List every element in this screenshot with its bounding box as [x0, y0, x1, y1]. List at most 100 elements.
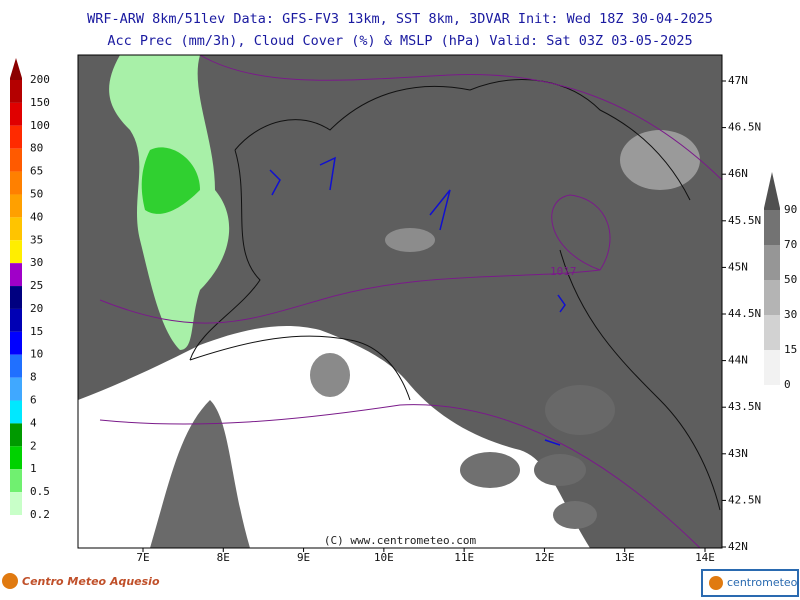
legend-swatch — [10, 469, 22, 493]
longitude-label: 11E — [454, 551, 474, 564]
legend-swatch — [764, 280, 780, 315]
legend-swatch — [764, 210, 780, 245]
latitude-labels: 47N 46.5N 46N 45.5N 45N 44.5N 44N 43.5N 43N 42.5N… — [722, 74, 761, 553]
precip-area — [141, 147, 200, 214]
legend-swatch — [10, 217, 22, 241]
cloud-patch — [545, 385, 615, 435]
legend-swatch — [10, 331, 22, 355]
legend-label: 4 — [30, 416, 37, 429]
latitude-label: 43N — [728, 447, 748, 460]
legend-label: 80 — [30, 142, 43, 155]
latitude-label: 42N — [728, 540, 748, 553]
legend-swatch — [10, 492, 22, 515]
latitude-label: 43.5N — [728, 400, 761, 413]
cloud-patch — [385, 228, 435, 252]
cloud-patch — [460, 452, 520, 488]
legend-label: 20 — [30, 302, 43, 315]
legend-label: 1 — [30, 462, 37, 475]
isobars — [99, 54, 723, 549]
legend-swatch — [10, 354, 22, 378]
legend-label: 70 — [784, 238, 797, 251]
legend-arrow — [764, 172, 780, 208]
logo-icon — [2, 573, 18, 589]
legend-swatch — [764, 208, 780, 210]
cloud-patch — [310, 353, 350, 397]
legend-swatch — [10, 400, 22, 424]
legend-label: 50 — [784, 273, 797, 286]
latitude-label: 47N — [728, 74, 748, 87]
legend-label: 30 — [30, 256, 43, 269]
legend-swatch — [10, 263, 22, 287]
latitude-label: 44N — [728, 354, 748, 367]
longitude-label: 8E — [217, 551, 230, 564]
cloud-patch — [534, 454, 586, 486]
logo-icon — [709, 576, 723, 590]
header-line2: Acc Prec (mm/3h), Cloud Cover (%) & MSLP… — [107, 33, 692, 49]
longitude-label: 14E — [695, 551, 715, 564]
logo-left: Centro Meteo Aquesio — [2, 573, 160, 589]
legend-label: 65 — [30, 165, 43, 178]
logo-text: centrometeo — [727, 576, 798, 589]
cloud-band — [150, 400, 250, 548]
legend-label: 6 — [30, 394, 37, 407]
cloud-patch — [620, 130, 700, 190]
legend-swatch — [10, 102, 22, 126]
map: 1017 (C) www.centrometeo.com — [77, 54, 723, 549]
logo-right: centrometeo — [701, 569, 799, 597]
legend-swatch — [10, 125, 22, 149]
latitude-label: 42.5N — [728, 493, 761, 506]
latitude-label: 44.5N — [728, 307, 761, 320]
legend-label: 40 — [30, 210, 43, 223]
longitude-label: 13E — [615, 551, 635, 564]
legend-swatch — [10, 446, 22, 470]
logo-text: Centro Meteo Aquesio — [22, 575, 160, 588]
lakes — [269, 156, 566, 446]
legend-swatch — [10, 171, 22, 195]
legend-arrow — [10, 58, 22, 78]
logo-box — [701, 569, 799, 597]
legend-label: 2 — [30, 439, 37, 452]
legend-label: 150 — [30, 96, 50, 109]
latitude-label: 45N — [728, 260, 748, 273]
legend-label: 100 — [30, 119, 50, 132]
longitude-label: 7E — [136, 551, 149, 564]
latitude-label: 46.5N — [728, 121, 761, 134]
legend-swatch — [10, 194, 22, 218]
legend-label: 0.2 — [30, 508, 50, 521]
legend-label: 35 — [30, 233, 43, 246]
legend-swatch — [10, 78, 22, 80]
legend-swatch — [764, 245, 780, 280]
legend-label: 0 — [784, 378, 791, 391]
precip-legend: 200 150 100 80 65 50 40 35 30 25 20 15 10 8 6 4 2 1 0.5 0.2 — [10, 58, 50, 521]
isobar-label: 1017 — [550, 265, 577, 278]
legend-swatch — [10, 148, 22, 172]
legend-label: 50 — [30, 187, 43, 200]
legend-label: 0.5 — [30, 485, 50, 498]
legend-label: 15 — [30, 325, 43, 338]
map-frame — [77, 54, 723, 549]
legend-label: 25 — [30, 279, 43, 292]
legend-label: 90 — [784, 203, 797, 216]
legend-swatch — [764, 315, 780, 350]
legend-swatch — [10, 308, 22, 332]
cloud-legend: 90 70 50 30 15 0 — [764, 172, 797, 391]
longitude-label: 10E — [374, 551, 394, 564]
header-line1: WRF-ARW 8km/51lev Data: GFS-FV3 13km, SS… — [87, 11, 713, 27]
legend-swatch — [10, 377, 22, 401]
borders — [189, 79, 721, 511]
legend-swatch — [10, 286, 22, 309]
longitude-labels: 7E 8E 9E 10E 11E 12E 13E 14E — [136, 548, 715, 564]
legend-label: 15 — [784, 343, 797, 356]
latitude-label: 46N — [728, 167, 748, 180]
latitude-label: 45.5N — [728, 214, 761, 227]
longitude-label: 9E — [297, 551, 310, 564]
legend-label: 8 — [30, 371, 37, 384]
longitude-label: 12E — [534, 551, 554, 564]
legend-swatch — [10, 423, 22, 447]
legend-label: 10 — [30, 348, 43, 361]
legend-swatch — [764, 350, 780, 385]
cloud-patch — [553, 501, 597, 529]
legend-swatch — [10, 240, 22, 264]
legend-label: 200 — [30, 73, 50, 86]
